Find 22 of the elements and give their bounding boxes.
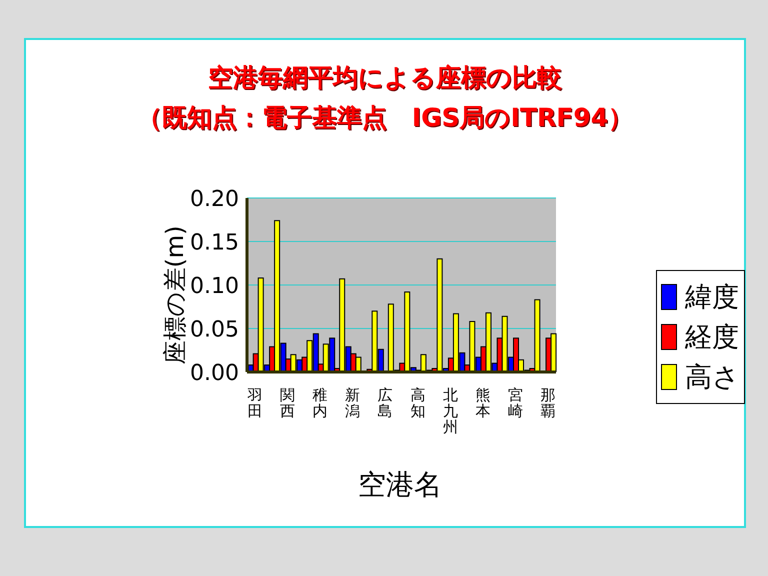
y-tick-label: 0.10 [190,274,239,299]
chart-subtitle: （既知点：電子基準点 IGS局のITRF94） [136,102,634,134]
x-tick-label: 新潟 [345,386,360,420]
x-tick-label: 高知 [410,386,426,420]
x-tick-label: 北九州 [442,386,458,436]
x-tick-label: 那覇 [540,386,556,420]
y-tick-label: 0.00 [190,360,239,386]
x-axis-title: 空港名 [357,467,443,503]
y-tick-label: 0.20 [190,186,239,212]
x-tick-label: 熊本 [475,386,490,420]
legend-label: 経度 [685,321,739,355]
y-tick-label: 0.05 [190,317,239,342]
x-tick-label: 関西 [280,386,296,420]
x-tick-label: 広島 [378,386,393,420]
legend-label: 緯度 [685,281,739,315]
y-axis-title: 座標の差(m) [160,225,190,365]
x-tick-label: 羽田 [246,386,263,420]
x-tick-label: 稚内 [312,386,328,420]
y-tick-label: 0.15 [190,230,239,256]
chart-title: 空港毎網平均による座標の比較 [207,62,563,94]
legend-label: 高さ [685,361,740,395]
x-tick-label: 宮崎 [508,386,523,420]
